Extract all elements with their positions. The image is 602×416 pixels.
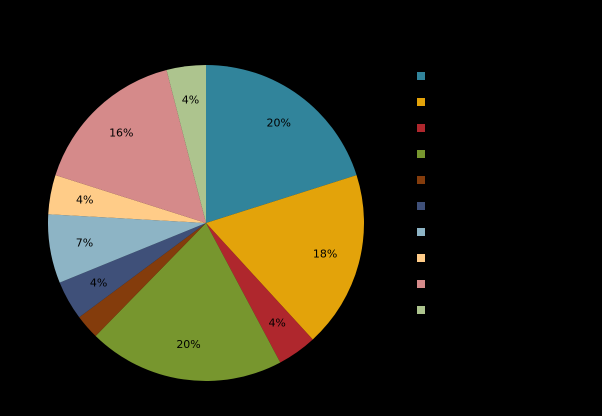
pie-slice (206, 175, 364, 340)
legend-swatch (417, 124, 425, 132)
legend-swatch (417, 280, 425, 288)
pie-slice (79, 223, 206, 337)
slice-percent-label: 4% (182, 94, 199, 107)
legend-swatch (417, 98, 425, 106)
pie-labels: 20% 18% 4% 20% 4% 7% 4% 16% 4% (76, 94, 338, 351)
pie-slice (55, 70, 207, 223)
legend-swatch (417, 306, 425, 314)
pie-slice (59, 223, 206, 318)
pie-slice (95, 223, 281, 381)
legend-swatch (417, 72, 425, 80)
slice-percent-label: 4% (76, 194, 93, 207)
pie-slice (206, 65, 357, 223)
slice-percent-label: 20% (267, 117, 291, 130)
pie-slice (47, 214, 206, 283)
legend-swatch (417, 254, 425, 262)
legend-swatch (417, 150, 425, 158)
legend-swatch (417, 202, 425, 210)
legend-swatch (417, 228, 425, 236)
slice-percent-label: 20% (176, 338, 200, 351)
pie-slices (47, 65, 364, 381)
slice-percent-label: 16% (109, 126, 133, 139)
slice-percent-label: 7% (76, 236, 93, 249)
pie-slice (166, 65, 206, 223)
pie-slice (48, 175, 207, 223)
slice-percent-label: 4% (268, 317, 285, 330)
slice-percent-label: 18% (313, 248, 337, 261)
slice-percent-label: 4% (90, 276, 107, 289)
pie-slice (206, 223, 313, 363)
legend-swatch (417, 176, 425, 184)
